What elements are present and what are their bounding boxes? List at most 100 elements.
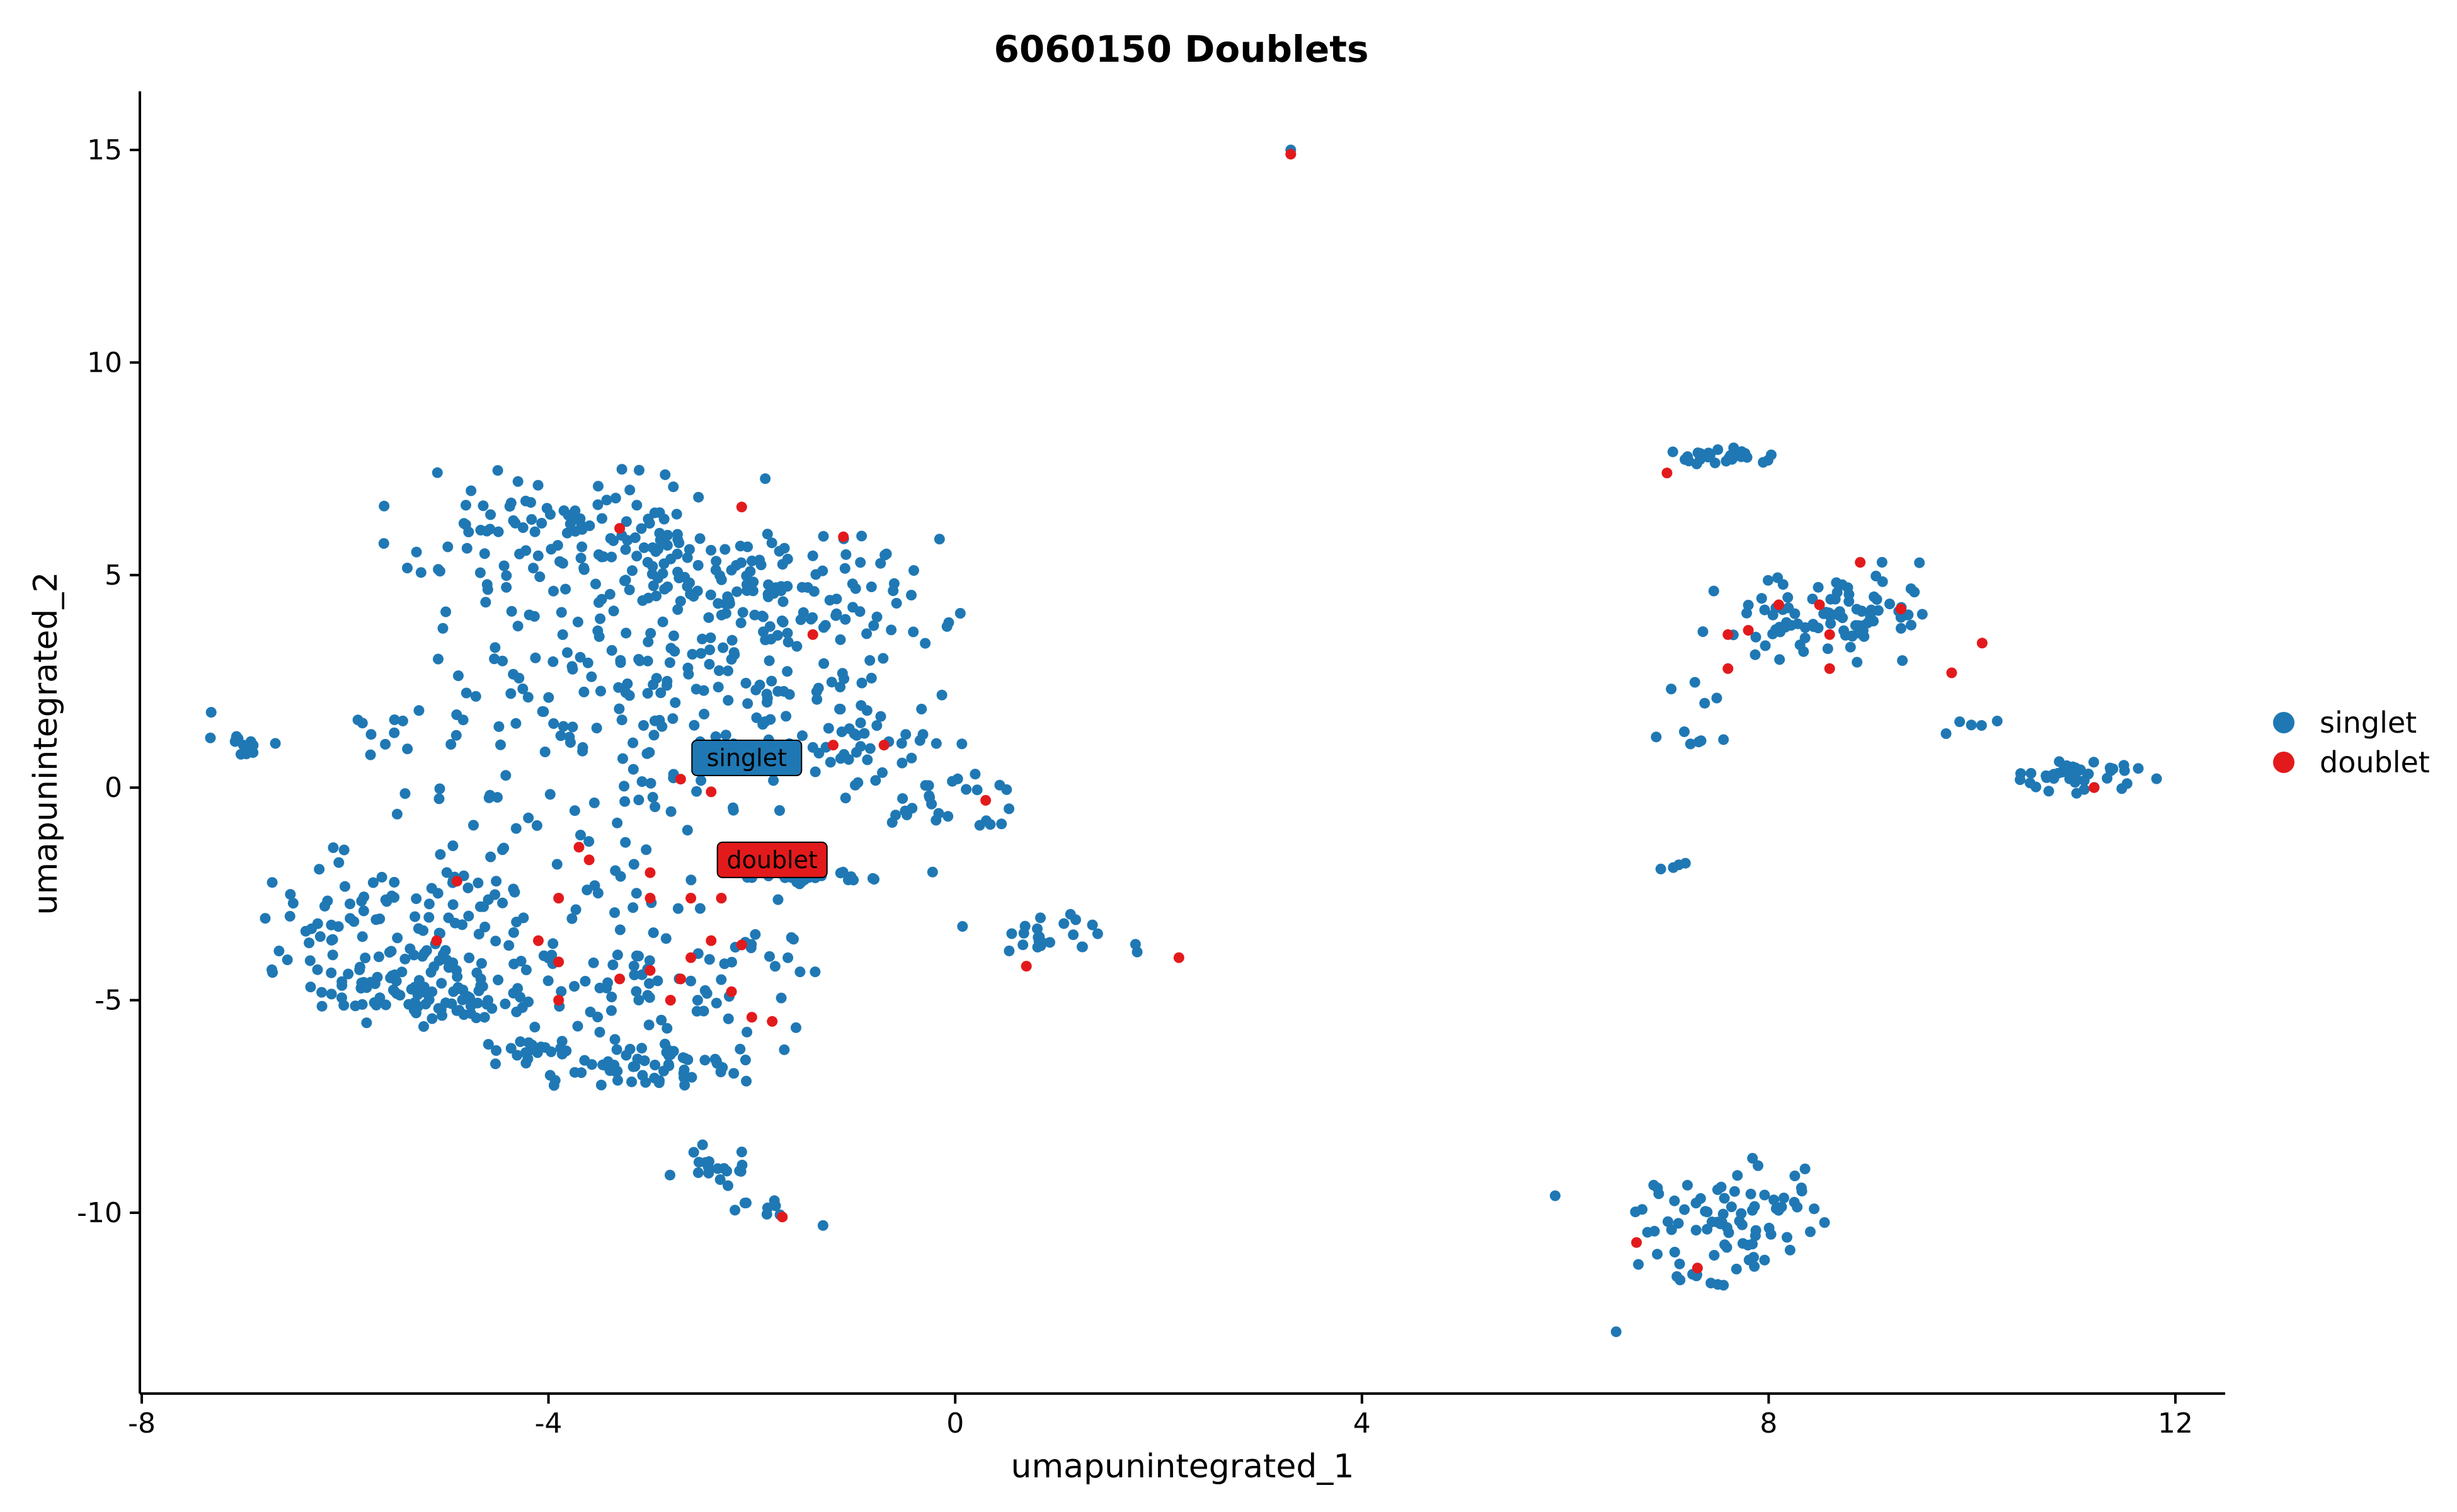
singlet-point [542, 975, 554, 987]
singlet-point [826, 677, 837, 688]
singlet-point [273, 946, 285, 956]
singlet-point [923, 780, 934, 791]
singlet-point [548, 585, 559, 597]
singlet-point [760, 473, 771, 484]
singlet-point [1750, 631, 1761, 643]
singlet-point [436, 978, 447, 989]
singlet-point [627, 764, 639, 775]
singlet-point [621, 627, 632, 639]
doublet-point [665, 995, 676, 1006]
singlet-point [908, 626, 919, 638]
singlet-point [361, 1017, 372, 1028]
singlet-point [637, 595, 648, 606]
singlet-point [627, 902, 639, 914]
singlet-point [590, 578, 601, 590]
singlet-point [1794, 639, 1806, 651]
singlet-point [624, 484, 636, 496]
singlet-point [591, 723, 602, 734]
singlet-point [491, 876, 502, 887]
singlet-point [327, 949, 338, 961]
singlet-point [1017, 939, 1029, 951]
singlet-point [593, 597, 604, 608]
singlet-point [520, 1058, 532, 1068]
singlet-point [761, 689, 772, 700]
singlet-point [650, 1060, 661, 1070]
singlet-point [655, 534, 666, 546]
singlet-point [1750, 649, 1761, 660]
singlet-point [662, 675, 673, 687]
doublet-point [1895, 604, 1906, 615]
singlet-point [1718, 734, 1729, 745]
singlet-point [718, 642, 729, 653]
singlet-point [564, 731, 575, 743]
singlet-point [839, 563, 850, 574]
doublet-point [1773, 599, 1784, 610]
singlet-point [626, 1076, 638, 1087]
singlet-point [811, 686, 822, 697]
singlet-point [612, 1075, 623, 1086]
singlet-point [2151, 773, 2162, 784]
singlet-point [740, 1055, 751, 1065]
singlet-point [684, 544, 695, 555]
singlet-point [754, 554, 765, 566]
singlet-point [791, 641, 803, 652]
singlet-point [766, 675, 777, 687]
singlet-point [345, 898, 355, 910]
doublet-point [838, 531, 849, 542]
singlet-point [2041, 772, 2052, 783]
x-tick-label: 0 [946, 1407, 964, 1440]
doublet-point [1173, 952, 1184, 963]
singlet-point [900, 729, 912, 740]
singlet-point [548, 718, 559, 729]
singlet-point [484, 524, 496, 535]
singlet-point [877, 767, 888, 778]
singlet-point [772, 894, 784, 905]
singlet-point [539, 747, 551, 757]
singlet-point [610, 865, 621, 876]
singlet-point [523, 812, 534, 823]
singlet-point [840, 793, 851, 804]
singlet-point [357, 999, 368, 1010]
x-tick-label: 12 [2158, 1407, 2193, 1440]
singlet-point [409, 982, 420, 993]
singlet-point [1736, 1219, 1748, 1230]
annotation-box [691, 740, 803, 776]
singlet-point [569, 981, 580, 992]
singlet-point [479, 921, 491, 932]
singlet-point [627, 565, 638, 576]
singlet-point [774, 546, 785, 557]
singlet-point [1732, 1170, 1743, 1181]
singlet-point [1760, 640, 1771, 651]
singlet-point [636, 969, 648, 980]
singlet-point [544, 789, 556, 800]
singlet-point [497, 844, 508, 856]
singlet-point [1649, 1225, 1660, 1237]
singlet-point [1872, 605, 1884, 616]
doublet-point [716, 893, 727, 904]
singlet-point [1774, 654, 1785, 665]
singlet-point [864, 655, 876, 666]
singlet-point [699, 1055, 711, 1066]
singlet-point [454, 1005, 465, 1016]
singlet-point [818, 658, 830, 669]
singlet-point [1666, 1224, 1677, 1235]
singlet-point [1768, 1194, 1780, 1206]
singlet-point [1667, 446, 1678, 457]
singlet-point [859, 728, 870, 739]
singlet-point [1916, 609, 1928, 620]
singlet-point [697, 633, 708, 644]
singlet-point [457, 994, 468, 1005]
singlet-point [305, 982, 316, 993]
singlet-point [479, 1012, 490, 1023]
singlet-point [710, 564, 721, 576]
singlet-point [633, 654, 644, 665]
singlet-point [745, 566, 756, 577]
singlet-point [705, 632, 716, 643]
singlet-point [682, 1054, 694, 1065]
singlet-point [835, 682, 846, 692]
singlet-point [1690, 1225, 1702, 1236]
singlet-point [687, 649, 698, 660]
singlet-point [688, 1147, 699, 1158]
annotation-singlet: singlet [691, 740, 803, 776]
doublet-point [1722, 663, 1734, 674]
